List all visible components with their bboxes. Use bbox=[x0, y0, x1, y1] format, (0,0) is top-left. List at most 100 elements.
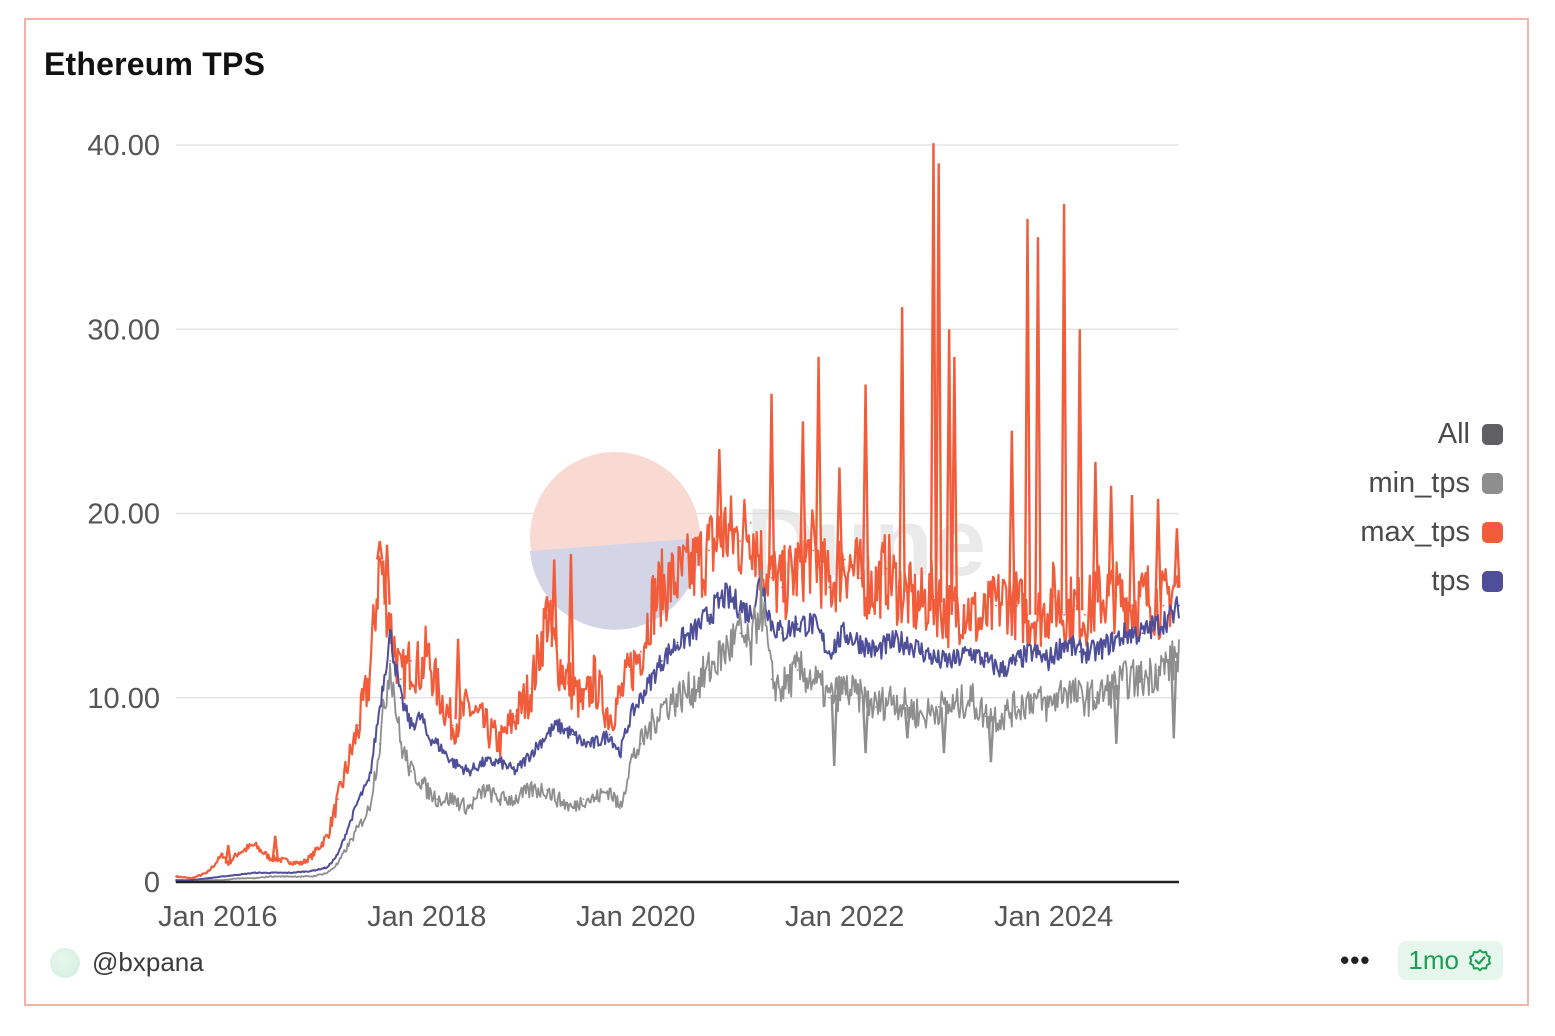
data-point-tps bbox=[1000, 669, 1003, 672]
data-point-min-tps bbox=[660, 706, 663, 708]
data-point-tps bbox=[749, 613, 752, 616]
data-point-tps bbox=[1178, 604, 1180, 607]
data-point-min-tps bbox=[451, 798, 454, 800]
data-point-max-tps bbox=[1115, 595, 1118, 598]
data-point-max-tps bbox=[357, 724, 360, 727]
spike-max-tps bbox=[814, 356, 823, 563]
series-layer bbox=[175, 143, 1181, 883]
spike-max-tps bbox=[934, 163, 943, 603]
legend-swatch-max-tps bbox=[1482, 522, 1503, 543]
data-point-max-tps bbox=[237, 851, 240, 854]
x-tick-label: Jan 2018 bbox=[367, 901, 486, 933]
data-point-tps bbox=[368, 779, 371, 782]
data-point-tps bbox=[875, 650, 877, 653]
y-tick-label: 10.00 bbox=[87, 683, 160, 715]
spike-max-tps bbox=[376, 540, 384, 560]
x-axis-ticks: Jan 2016 Jan 2018 Jan 2020 Jan 2022 Jan 2024 bbox=[158, 901, 1113, 933]
avatar-icon[interactable] bbox=[50, 947, 80, 978]
series-min-tps bbox=[175, 568, 1180, 883]
legend-item-max-tps[interactable]: max_tps bbox=[1360, 508, 1503, 557]
data-point-max-tps bbox=[896, 586, 898, 589]
data-point-min-tps bbox=[781, 687, 783, 690]
data-point-tps bbox=[237, 873, 240, 876]
data-point-tps bbox=[1125, 632, 1128, 635]
spike-min-tps bbox=[830, 694, 838, 766]
series-line-min-tps bbox=[176, 568, 1180, 883]
data-point-max-tps bbox=[796, 567, 799, 570]
spike-max-tps bbox=[543, 596, 551, 615]
data-point-min-tps bbox=[760, 595, 762, 598]
y-tick-label: 20.00 bbox=[87, 499, 160, 531]
data-point-max-tps bbox=[420, 669, 423, 672]
data-point-min-tps bbox=[498, 798, 501, 800]
data-point-min-tps bbox=[969, 696, 971, 699]
data-point-max-tps bbox=[483, 724, 486, 727]
data-point-max-tps bbox=[749, 521, 752, 524]
data-point-max-tps bbox=[310, 855, 313, 858]
spike-min-tps bbox=[1112, 685, 1121, 744]
data-point-max-tps bbox=[640, 650, 642, 653]
data-point-min-tps bbox=[253, 877, 256, 880]
data-point-max-tps bbox=[368, 678, 371, 681]
author-link[interactable]: @bxpana bbox=[50, 947, 204, 978]
legend-label-all: All bbox=[1437, 418, 1470, 450]
freshness-badge[interactable]: 1mo bbox=[1398, 941, 1503, 980]
data-point-min-tps bbox=[483, 788, 486, 791]
data-point-min-tps bbox=[1110, 687, 1112, 690]
data-point-max-tps bbox=[1016, 604, 1018, 607]
data-point-max-tps bbox=[389, 623, 392, 625]
author-name[interactable]: @bxpana bbox=[92, 947, 204, 977]
spike-max-tps bbox=[835, 467, 844, 569]
spike-max-tps bbox=[1173, 528, 1181, 588]
data-point-min-tps bbox=[859, 696, 862, 699]
data-point-min-tps bbox=[796, 669, 799, 672]
data-point-tps bbox=[389, 632, 392, 635]
data-point-tps bbox=[906, 641, 909, 644]
data-point-min-tps bbox=[347, 844, 350, 847]
legend-item-min-tps[interactable]: min_tps bbox=[1360, 459, 1503, 508]
spike-max-tps bbox=[767, 393, 776, 579]
data-point-min-tps bbox=[337, 862, 339, 865]
legend-item-tps[interactable]: tps bbox=[1360, 557, 1503, 606]
y-tick-label: 30.00 bbox=[87, 314, 160, 346]
data-point-min-tps bbox=[514, 798, 517, 800]
data-point-min-tps bbox=[378, 742, 381, 745]
data-point-min-tps bbox=[436, 798, 439, 800]
data-point-max-tps bbox=[1146, 595, 1149, 598]
data-point-tps bbox=[290, 871, 292, 874]
data-point-min-tps bbox=[640, 742, 642, 745]
data-point-min-tps bbox=[629, 761, 632, 764]
data-point-max-tps bbox=[410, 660, 412, 662]
data-point-tps bbox=[1078, 650, 1081, 653]
data-point-max-tps bbox=[812, 549, 815, 552]
spike-max-tps bbox=[1008, 430, 1016, 602]
data-point-min-tps bbox=[556, 798, 559, 800]
data-point-tps bbox=[1141, 632, 1144, 635]
data-point-min-tps bbox=[582, 798, 585, 800]
spike-max-tps bbox=[929, 143, 938, 597]
spike-max-tps bbox=[1091, 461, 1100, 603]
data-point-max-tps bbox=[1052, 595, 1055, 598]
data-point-tps bbox=[796, 623, 799, 625]
data-point-max-tps bbox=[451, 724, 454, 727]
data-point-min-tps bbox=[546, 788, 548, 791]
data-point-min-tps bbox=[608, 788, 611, 791]
data-point-max-tps bbox=[175, 875, 177, 878]
y-axis-ticks: 0 10.00 20.00 30.00 40.00 bbox=[87, 130, 160, 899]
data-point-max-tps bbox=[206, 871, 209, 874]
data-point-tps bbox=[1031, 650, 1034, 653]
legend: All min_tps max_tps tps bbox=[1360, 410, 1503, 606]
data-point-max-tps bbox=[227, 862, 230, 865]
spike-max-tps bbox=[715, 448, 723, 539]
legend-item-all[interactable]: All bbox=[1360, 410, 1503, 459]
data-point-tps bbox=[556, 724, 559, 727]
data-point-max-tps bbox=[770, 577, 773, 579]
data-point-min-tps bbox=[269, 875, 271, 878]
legend-label-max-tps: max_tps bbox=[1360, 516, 1470, 548]
more-icon[interactable]: ••• bbox=[1340, 945, 1371, 975]
series-line-max-tps bbox=[175, 495, 1181, 880]
chart-title: Ethereum TPS bbox=[44, 46, 266, 82]
spike-max-tps bbox=[1060, 203, 1068, 615]
data-point-tps bbox=[378, 706, 381, 708]
data-point-max-tps bbox=[875, 586, 877, 589]
